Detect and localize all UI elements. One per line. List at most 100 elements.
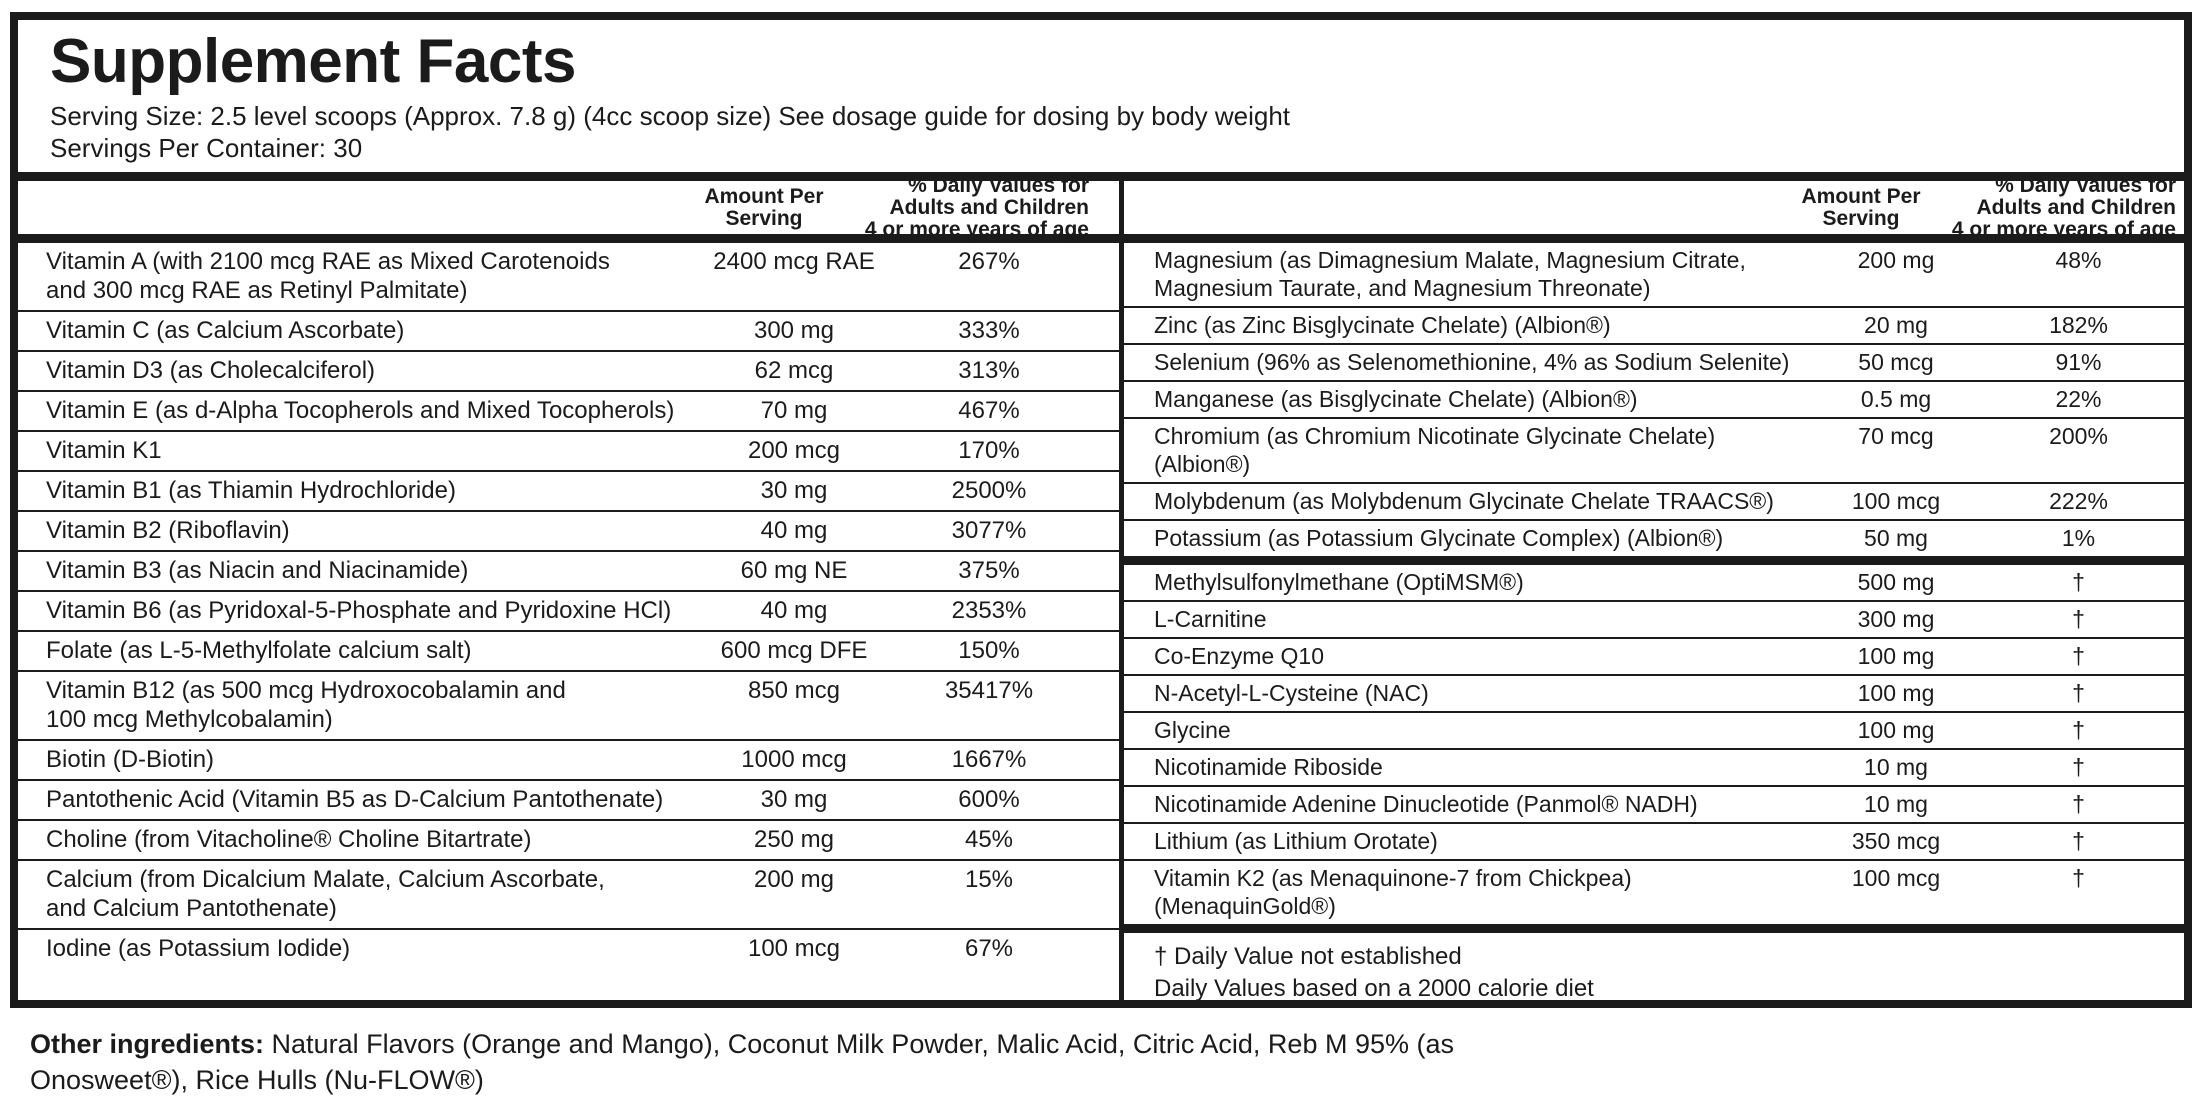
ingredient-name: Methylsulfonylmethane (OptiMSM®)	[1154, 569, 1524, 595]
amount-cell: 200 mg	[1857, 247, 1935, 273]
amount-cell: 60 mg NE	[740, 557, 848, 584]
amount-cell: 70 mg	[760, 397, 828, 424]
right-table-rows: Magnesium (as Dimagnesium Malate, Magnes…	[1124, 243, 2184, 924]
amount-cell: 62 mcg	[754, 357, 834, 384]
table-row: Vitamin A (with 2100 mcg RAE as Mixed Ca…	[18, 243, 1119, 310]
footnote-daily-value-not-established: † Daily Value not established	[1154, 943, 1462, 970]
panel-header: Supplement Facts Serving Size: 2.5 level…	[18, 20, 2184, 164]
table-row: Folate (as L-5-Methylfolate calcium salt…	[18, 630, 1119, 670]
table-row: Vitamin K2 (as Menaquinone-7 from Chickp…	[1124, 859, 2184, 924]
daily-value-cell: †	[2072, 717, 2085, 743]
table-row: Iodine (as Potassium Iodide) 100 mcg 67%	[18, 928, 1119, 968]
daily-value-cell: †	[2072, 606, 2085, 632]
daily-value-cell: †	[2072, 828, 2085, 854]
table-row: L-Carnitine 300 mg †	[1124, 600, 2184, 637]
left-table-rows: Vitamin A (with 2100 mcg RAE as Mixed Ca…	[18, 243, 1119, 968]
daily-value-header: % Daily Values for Adults and Children 4…	[864, 173, 1089, 241]
ingredient-name: Folate (as L-5-Methylfolate calcium salt…	[46, 637, 472, 664]
table-row: Vitamin B2 (Riboflavin) 40 mg 3077%	[18, 510, 1119, 550]
daily-value-cell: 600%	[958, 786, 1020, 813]
ingredient-name: Vitamin C (as Calcium Ascorbate)	[46, 317, 405, 344]
amount-cell: 10 mg	[1864, 754, 1928, 780]
amount-cell: 70 mcg	[1858, 423, 1934, 449]
ingredient-name: Calcium (from Dicalcium Malate, Calcium …	[46, 866, 605, 922]
table-row: Zinc (as Zinc Bisglycinate Chelate) (Alb…	[1124, 306, 2184, 343]
table-row: Molybdenum (as Molybdenum Glycinate Chel…	[1124, 482, 2184, 519]
ingredient-name: Potassium (as Potassium Glycinate Comple…	[1154, 525, 1724, 551]
amount-cell: 40 mg	[760, 517, 828, 544]
other-ingredients: Other ingredients: Natural Flavors (Oran…	[30, 1026, 1500, 1098]
ingredient-name: Glycine	[1154, 717, 1231, 743]
amount-cell: 100 mg	[1857, 680, 1935, 706]
amount-cell: 200 mg	[753, 866, 835, 893]
amount-cell: 300 mg	[753, 317, 835, 344]
ingredient-name: Selenium (96% as Selenomethionine, 4% as…	[1154, 349, 1790, 375]
ingredient-name: Vitamin K2 (as Menaquinone-7 from Chickp…	[1154, 865, 1632, 919]
ingredient-name: L-Carnitine	[1154, 606, 1267, 632]
table-row: Vitamin E (as d-Alpha Tocopherols and Mi…	[18, 390, 1119, 430]
amount-cell: 250 mg	[753, 826, 835, 853]
footnotes: † Daily Value not established Daily Valu…	[1124, 924, 2184, 1000]
amount-cell: 30 mg	[760, 477, 828, 504]
table-row: Vitamin B1 (as Thiamin Hydrochloride) 30 …	[18, 470, 1119, 510]
ingredient-name: N-Acetyl-L-Cysteine (NAC)	[1154, 680, 1429, 706]
ingredient-name: Nicotinamide Adenine Dinucleotide (Panmo…	[1154, 791, 1698, 817]
ingredient-name: Chromium (as Chromium Nicotinate Glycina…	[1154, 423, 1716, 477]
table-section: Vitamin A (with 2100 mcg RAE as Mixed Ca…	[18, 243, 1119, 968]
table-row: Magnesium (as Dimagnesium Malate, Magnes…	[1124, 243, 2184, 306]
table-row: Choline (from Vitacholine® Choline Bitar…	[18, 819, 1119, 859]
daily-value-cell: 200%	[2049, 423, 2108, 449]
left-table-header: Amount Per Serving % Daily Values for Ad…	[18, 181, 1119, 243]
daily-value-cell: †	[2072, 643, 2085, 669]
table-row: Vitamin B12 (as 500 mcg Hydroxocobalamin…	[18, 670, 1119, 739]
table-row: Lithium (as Lithium Orotate) 350 mcg †	[1124, 822, 2184, 859]
daily-value-cell: †	[2072, 569, 2085, 595]
table-row: Chromium (as Chromium Nicotinate Glycina…	[1124, 417, 2184, 482]
amount-cell: 0.5 mg	[1860, 386, 1932, 412]
amount-cell: 100 mcg	[1851, 488, 1941, 514]
table-row: Nicotinamide Adenine Dinucleotide (Panmo…	[1124, 785, 2184, 822]
daily-value-cell: 375%	[958, 557, 1020, 584]
amount-cell: 20 mg	[1864, 312, 1928, 338]
ingredient-name: Choline (from Vitacholine® Choline Bitar…	[46, 826, 532, 853]
ingredient-name: Vitamin B2 (Riboflavin)	[46, 517, 290, 544]
ingredient-name: Vitamin B1 (as Thiamin Hydrochloride)	[46, 477, 456, 504]
ingredient-name: Vitamin D3 (as Cholecalciferol)	[46, 357, 376, 384]
table-row: Co-Enzyme Q10 100 mg †	[1124, 637, 2184, 674]
right-table-header: Amount Per Serving % Daily Values for Ad…	[1124, 181, 2184, 243]
amount-cell: 300 mg	[1857, 606, 1935, 632]
table-row: N-Acetyl-L-Cysteine (NAC) 100 mg †	[1124, 674, 2184, 711]
daily-value-cell: 467%	[958, 397, 1020, 424]
ingredient-name: Nicotinamide Riboside	[1154, 754, 1383, 780]
serving-size-line: Serving Size: 2.5 level scoops (Approx. …	[50, 101, 1291, 131]
daily-value-cell: 1667%	[951, 746, 1027, 773]
amount-cell: 1000 mcg	[741, 746, 847, 773]
amount-cell: 100 mcg	[1851, 865, 1941, 891]
daily-value-cell: 333%	[958, 317, 1020, 344]
ingredient-name: Lithium (as Lithium Orotate)	[1154, 828, 1438, 854]
daily-value-cell: †	[2072, 791, 2085, 817]
daily-value-cell: 48%	[2055, 247, 2102, 273]
amount-cell: 500 mg	[1857, 569, 1935, 595]
daily-value-cell: 45%	[964, 826, 1014, 853]
ingredient-name: Co-Enzyme Q10	[1154, 643, 1325, 669]
ingredient-name: Vitamin B12 (as 500 mcg Hydroxocobalamin…	[46, 677, 566, 733]
amount-cell: 50 mcg	[1858, 349, 1934, 375]
ingredient-name: Vitamin B6 (as Pyridoxal-5-Phosphate and…	[46, 597, 672, 624]
right-table: Amount Per Serving % Daily Values for Ad…	[1124, 181, 2184, 1000]
table-row: Potassium (as Potassium Glycinate Comple…	[1124, 519, 2184, 556]
table-row: Methylsulfonylmethane (OptiMSM®) 500 mg †	[1124, 565, 2184, 600]
amount-cell: 100 mg	[1857, 643, 1935, 669]
other-ingredients-text: Natural Flavors (Orange and Mango), Coco…	[30, 1029, 1455, 1095]
ingredient-name: Vitamin B3 (as Niacin and Niacinamide)	[46, 557, 469, 584]
amount-cell: 2400 mcg RAE	[713, 248, 875, 275]
table-row: Calcium (from Dicalcium Malate, Calcium …	[18, 859, 1119, 928]
amount-cell: 100 mg	[1857, 717, 1935, 743]
ingredient-name: Vitamin A (with 2100 mcg RAE as Mixed Ca…	[46, 248, 610, 304]
amount-cell: 40 mg	[760, 597, 828, 624]
daily-value-cell: †	[2072, 754, 2085, 780]
supplement-facts-panel: Supplement Facts Serving Size: 2.5 level…	[10, 12, 2192, 1008]
daily-value-cell: 267%	[958, 248, 1020, 275]
daily-value-cell: †	[2072, 865, 2085, 891]
